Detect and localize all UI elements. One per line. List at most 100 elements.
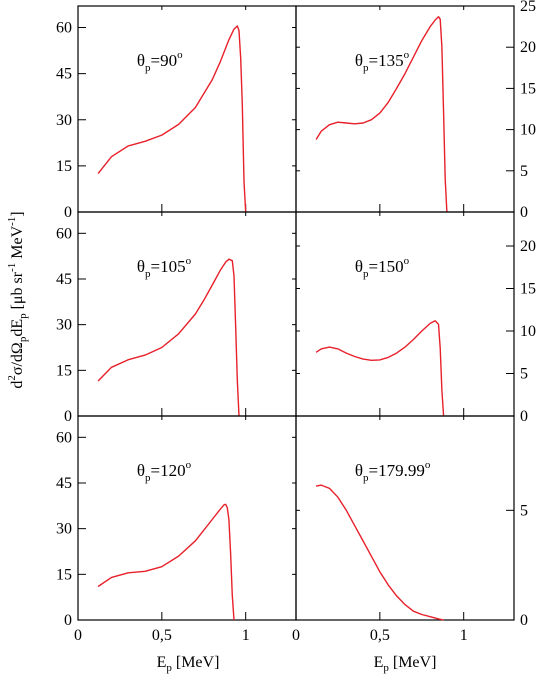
- y-tick-label: 60: [56, 225, 72, 242]
- anno-value: =90: [151, 51, 178, 70]
- anno-theta: θ: [355, 51, 363, 70]
- x-axis-label-right: Ep [MeV]: [374, 654, 437, 674]
- y-tick-label: 0: [520, 204, 528, 221]
- xlabel-sub-left: p: [166, 662, 172, 674]
- anno-sub: p: [363, 472, 369, 484]
- y-tick-label: 15: [56, 362, 72, 379]
- anno-theta: θ: [355, 461, 363, 480]
- ylabel-d: d: [9, 381, 26, 389]
- xlabel-e-left: E: [157, 654, 167, 671]
- panel-annotation: θp=135o: [355, 49, 410, 74]
- anno-value: =120: [151, 461, 186, 480]
- series-line: [97, 258, 240, 417]
- series-line: [315, 320, 445, 417]
- series-line: [97, 25, 247, 213]
- anno-theta: θ: [137, 257, 145, 276]
- panel-frame: [77, 5, 297, 213]
- ylabel-unit-tail: MeV: [9, 225, 26, 262]
- y-tick-label: 5: [520, 163, 528, 180]
- anno-sup: o: [425, 459, 431, 471]
- y-tick-label: 30: [56, 521, 72, 538]
- anno-sub: p: [145, 62, 151, 74]
- ylabel-sub-p2: p: [17, 313, 29, 319]
- y-tick-label: 30: [56, 112, 72, 129]
- anno-sub: p: [363, 62, 369, 74]
- ylabel-close: ]: [9, 211, 26, 216]
- anno-value: =179.99: [369, 461, 425, 480]
- y-tick-label: 45: [56, 271, 72, 288]
- y-axis-label: d2σ/dΩpdEp [μb sr-1 MeV-1]: [6, 211, 29, 388]
- ylabel-sub-p1: p: [17, 336, 29, 342]
- ylabel-units: [μb sr: [9, 271, 26, 313]
- panel-4: 0 5 10 15 20 θp=150o: [295, 211, 536, 425]
- anno-value: =105: [151, 257, 186, 276]
- panel-1: 0 15 30 45 60 θp=90o: [56, 5, 297, 221]
- anno-theta: θ: [137, 51, 145, 70]
- panel-frame: [295, 5, 515, 213]
- y-tick-label: 0: [64, 408, 72, 425]
- y-tick-label: 45: [56, 66, 72, 83]
- panel-5: 0 15 30 45 60 0 0,5 1 θp=120o: [56, 415, 297, 644]
- anno-value: =150: [369, 257, 404, 276]
- y-tick-label: 45: [56, 475, 72, 492]
- y-tick-label: 10: [520, 122, 536, 139]
- anno-sub: p: [363, 268, 369, 280]
- anno-sup: o: [186, 459, 192, 471]
- xlabel-e-right: E: [374, 654, 384, 671]
- panel-annotation: θp=150o: [355, 255, 410, 280]
- ylabel-unit-sup2: -1: [6, 217, 18, 226]
- y-tick-label: 60: [56, 20, 72, 37]
- anno-sup: o: [404, 49, 410, 61]
- panel-2: 0 5 10 15 20 25 θp=135o: [295, 0, 536, 221]
- anno-value: =135: [369, 51, 404, 70]
- anno-sup: o: [177, 49, 183, 61]
- y-tick-label: 15: [520, 281, 536, 298]
- y-tick-label: 25: [520, 0, 536, 15]
- panel-3: 0 15 30 45 60 θp=105o: [56, 211, 297, 425]
- y-tick-label: 0: [64, 612, 72, 629]
- y-tick-label: 60: [56, 429, 72, 446]
- series-line: [315, 484, 444, 621]
- ylabel-sigma: σ/dΩ: [9, 342, 26, 375]
- anno-sup: o: [186, 255, 192, 267]
- y-tick-label: 0: [520, 612, 528, 629]
- x-tick-label: 0,5: [152, 627, 172, 644]
- anno-theta: θ: [137, 461, 145, 480]
- panel-annotation: θp=179.99o: [355, 459, 431, 484]
- series-line: [97, 503, 235, 621]
- series-line: [315, 16, 448, 213]
- y-tick-label: 0: [520, 408, 528, 425]
- y-tick-label: 0: [64, 204, 72, 221]
- anno-theta: θ: [355, 257, 363, 276]
- panel-6: 0 5 0 0,5 1 θp=179.99o: [292, 415, 528, 644]
- panel-frame: [295, 211, 515, 417]
- panel-frame: [295, 415, 515, 621]
- anno-sup: o: [404, 255, 410, 267]
- y-tick-label: 20: [520, 238, 536, 255]
- x-tick-label: 0: [74, 627, 82, 644]
- ylabel-unit-sup: -1: [6, 263, 18, 272]
- y-tick-label: 15: [56, 566, 72, 583]
- y-tick-label: 30: [56, 317, 72, 334]
- x-tick-label: 0: [292, 627, 300, 644]
- anno-sub: p: [145, 268, 151, 280]
- panel-frame: [77, 211, 297, 417]
- panel-frame: [77, 415, 297, 621]
- xlabel-sub-right: p: [383, 662, 389, 674]
- x-axis-label-left: Ep [MeV]: [157, 654, 220, 674]
- panel-annotation: θp=90o: [137, 49, 183, 74]
- x-tick-label: 1: [460, 627, 468, 644]
- y-tick-label: 10: [520, 323, 536, 340]
- y-tick-label: 20: [520, 39, 536, 56]
- ylabel-de: dE: [9, 319, 26, 337]
- y-tick-label: 15: [520, 80, 536, 97]
- x-tick-label: 1: [242, 627, 250, 644]
- ylabel-sup2: 2: [6, 375, 18, 381]
- xlabel-units-right: [MeV]: [389, 654, 437, 671]
- panels: 015304560θp=90o0510152025θp=135o01530456…: [56, 0, 536, 644]
- xlabel-units-left: [MeV]: [172, 654, 220, 671]
- anno-sub: p: [145, 472, 151, 484]
- y-tick-label: 5: [520, 502, 528, 519]
- x-tick-label: 0,5: [370, 627, 390, 644]
